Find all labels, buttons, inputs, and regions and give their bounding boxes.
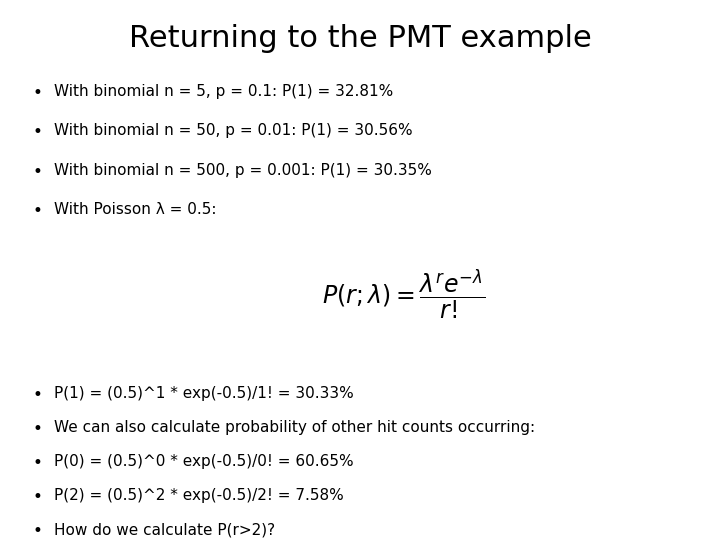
Text: P(1) = (0.5)^1 * exp(-0.5)/1! = 30.33%: P(1) = (0.5)^1 * exp(-0.5)/1! = 30.33% [54,386,354,401]
Text: P(0) = (0.5)^0 * exp(-0.5)/0! = 60.65%: P(0) = (0.5)^0 * exp(-0.5)/0! = 60.65% [54,454,354,469]
Text: With binomial n = 5, p = 0.1: P(1) = 32.81%: With binomial n = 5, p = 0.1: P(1) = 32.… [54,84,393,99]
Text: P(2) = (0.5)^2 * exp(-0.5)/2! = 7.58%: P(2) = (0.5)^2 * exp(-0.5)/2! = 7.58% [54,488,343,503]
Text: •: • [32,84,42,102]
Text: •: • [32,488,42,506]
Text: Returning to the PMT example: Returning to the PMT example [129,24,591,53]
Text: We can also calculate probability of other hit counts occurring:: We can also calculate probability of oth… [54,420,535,435]
Text: How do we calculate P(r>2)?: How do we calculate P(r>2)? [54,522,275,537]
Text: $P(r;\lambda)= \dfrac{\lambda^r e^{-\lambda}}{r!}$: $P(r;\lambda)= \dfrac{\lambda^r e^{-\lam… [322,267,485,321]
Text: With Poisson λ = 0.5:: With Poisson λ = 0.5: [54,202,217,217]
Text: •: • [32,522,42,540]
Text: •: • [32,386,42,404]
Text: •: • [32,202,42,220]
Text: With binomial n = 500, p = 0.001: P(1) = 30.35%: With binomial n = 500, p = 0.001: P(1) =… [54,163,432,178]
Text: •: • [32,420,42,438]
Text: •: • [32,454,42,472]
Text: •: • [32,163,42,180]
Text: With binomial n = 50, p = 0.01: P(1) = 30.56%: With binomial n = 50, p = 0.01: P(1) = 3… [54,123,413,138]
Text: •: • [32,123,42,141]
